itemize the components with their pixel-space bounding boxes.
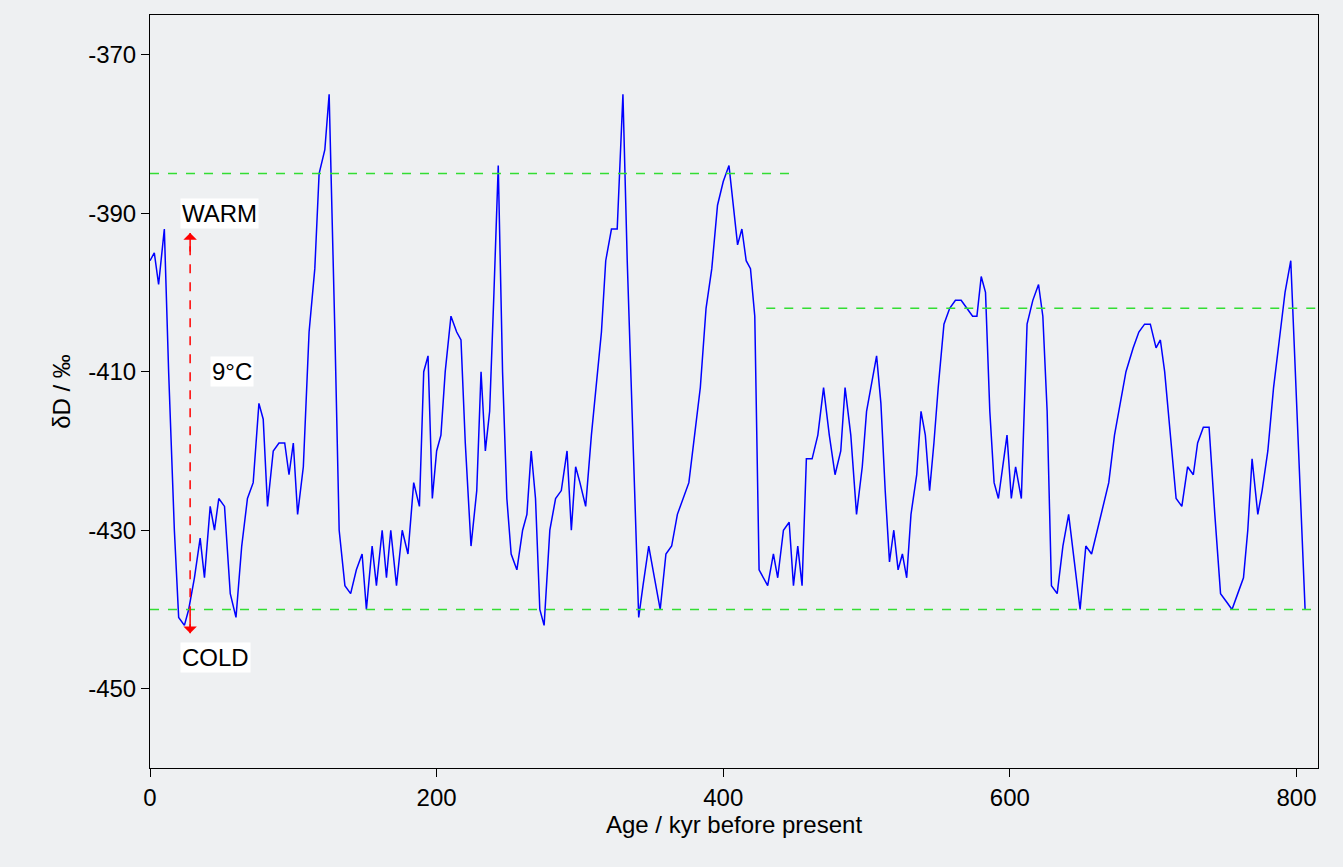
- svg-text:-430: -430: [88, 517, 136, 544]
- svg-text:δD / ‰: δD / ‰: [48, 354, 75, 429]
- svg-text:-370: -370: [88, 41, 136, 68]
- svg-text:800: 800: [1276, 784, 1316, 811]
- svg-text:COLD: COLD: [182, 644, 249, 671]
- svg-text:600: 600: [990, 784, 1030, 811]
- svg-text:200: 200: [417, 784, 457, 811]
- svg-text:-450: -450: [88, 675, 136, 702]
- svg-text:Age / kyr before present: Age / kyr before present: [606, 811, 862, 838]
- svg-text:0: 0: [143, 784, 156, 811]
- svg-text:400: 400: [703, 784, 743, 811]
- svg-text:-390: -390: [88, 200, 136, 227]
- svg-text:WARM: WARM: [182, 200, 257, 227]
- svg-text:-410: -410: [88, 358, 136, 385]
- svg-text:9°C: 9°C: [212, 358, 252, 385]
